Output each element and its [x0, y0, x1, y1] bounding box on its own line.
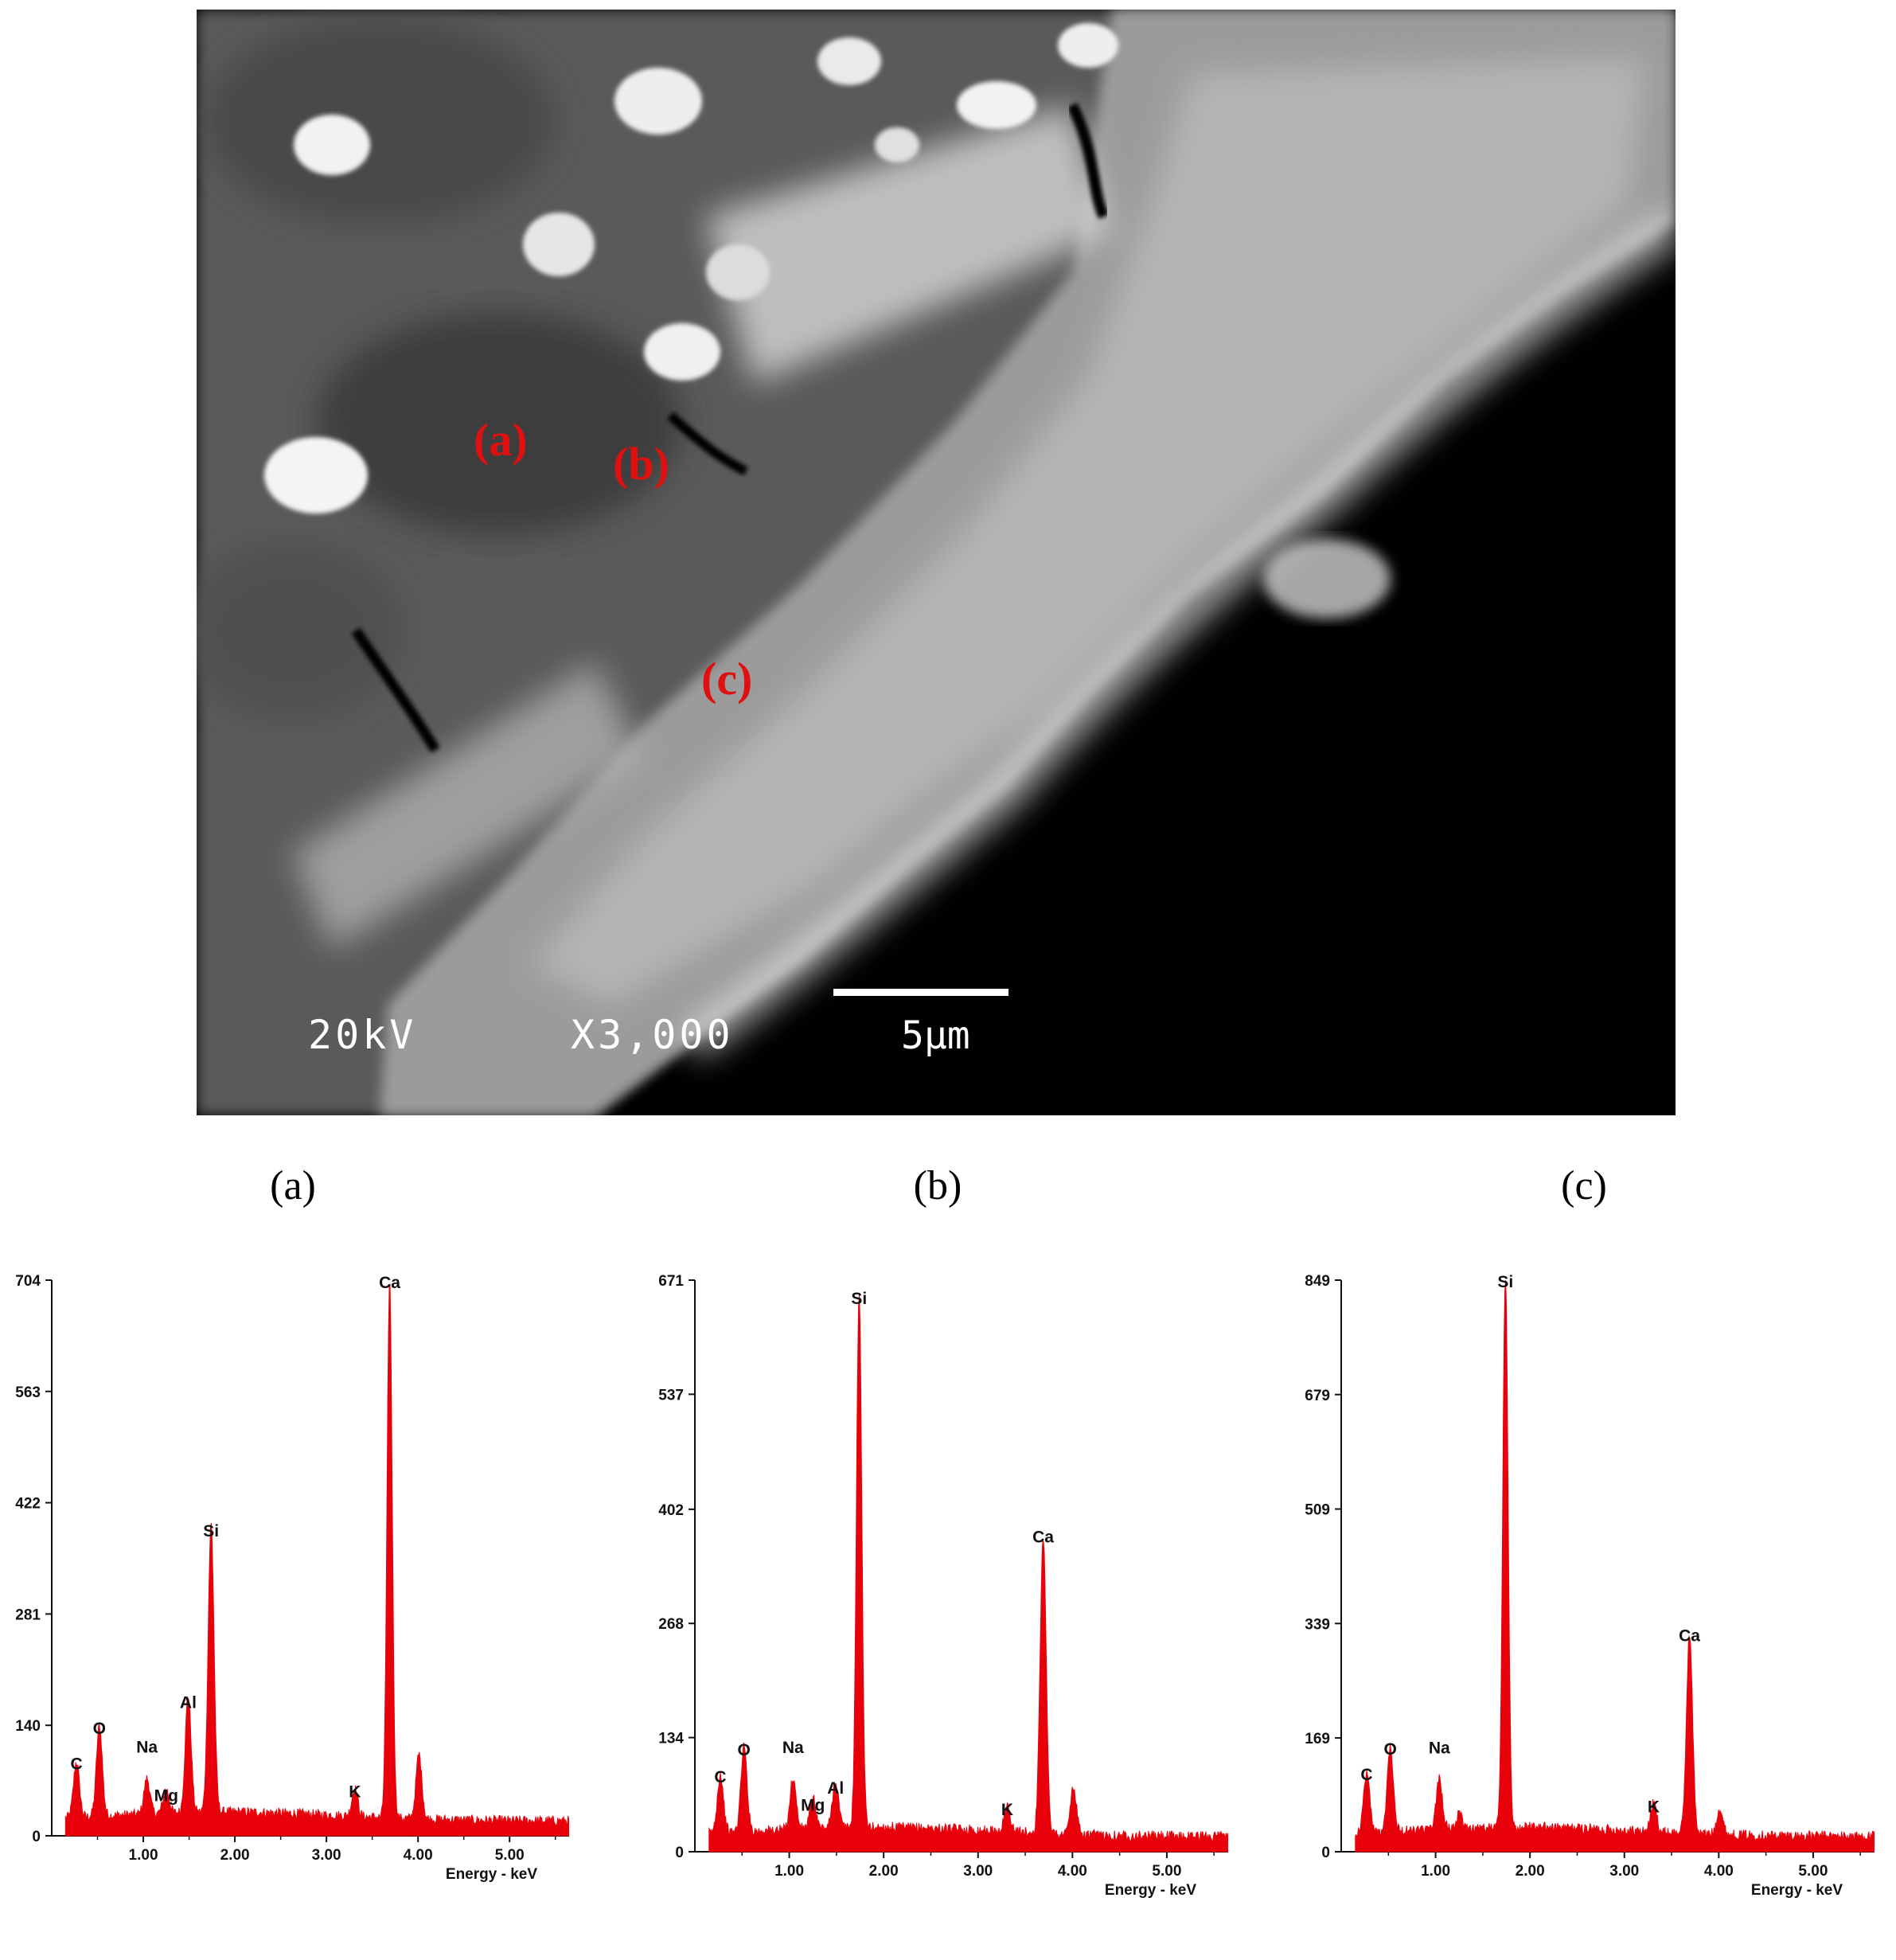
x-axis-label: Energy - keV — [1751, 1882, 1843, 1899]
spectrum-area — [1355, 1279, 1875, 1853]
peak-label-al: Al — [180, 1693, 197, 1712]
x-axis-label: Energy - keV — [1105, 1882, 1196, 1899]
y-tick-label: 0 — [675, 1845, 684, 1861]
micrograph-image: (a) (b) (c) 20kV X3,000 5μm — [197, 10, 1676, 1115]
peak-label-k: K — [349, 1782, 361, 1801]
y-tick-label: 268 — [658, 1616, 684, 1633]
scale-bar — [833, 989, 1008, 996]
region-label-a: (a) — [474, 414, 528, 466]
y-tick-label: 849 — [1305, 1273, 1330, 1290]
peak-label-o: O — [737, 1741, 750, 1759]
peak-label-na: Na — [782, 1739, 804, 1757]
peak-label-o: O — [1383, 1740, 1396, 1759]
x-tick-label: 1.00 — [1421, 1863, 1450, 1880]
y-tick-label: 402 — [658, 1502, 684, 1519]
y-tick-label: 169 — [1305, 1731, 1330, 1747]
peak-label-ca: Ca — [1679, 1627, 1700, 1646]
x-tick-label: 4.00 — [404, 1847, 433, 1864]
peak-label-c: C — [70, 1755, 82, 1774]
region-label-b: (b) — [613, 438, 669, 490]
peak-label-na: Na — [136, 1738, 158, 1756]
peak-label-k: K — [1001, 1801, 1013, 1819]
x-tick-label: 3.00 — [1609, 1863, 1639, 1880]
x-tick-label: 1.00 — [129, 1847, 158, 1864]
peak-label-ca: Ca — [379, 1274, 400, 1292]
y-tick-label: 509 — [1305, 1502, 1330, 1519]
peak-label-c: C — [1360, 1766, 1372, 1784]
spectrum-area — [708, 1294, 1228, 1853]
magnification-label: X3,000 — [571, 1012, 734, 1058]
x-axis-label: Energy - keV — [446, 1866, 537, 1883]
y-tick-label: 671 — [658, 1273, 684, 1290]
peak-label-k: K — [1648, 1798, 1660, 1816]
peak-label-si: Si — [851, 1290, 867, 1308]
y-tick-label: 281 — [15, 1607, 41, 1623]
y-tick-label: 704 — [15, 1273, 41, 1290]
peak-label-al: Al — [827, 1779, 844, 1798]
region-label-c: (c) — [701, 653, 752, 705]
spectrum-area — [64, 1283, 569, 1837]
y-tick-label: 0 — [1321, 1845, 1330, 1861]
x-tick-label: 3.00 — [963, 1863, 993, 1880]
peak-label-si: Si — [203, 1522, 219, 1540]
x-tick-label: 2.00 — [220, 1847, 250, 1864]
y-tick-label: 679 — [1305, 1388, 1330, 1404]
x-tick-label: 5.00 — [1798, 1863, 1828, 1880]
y-tick-label: 537 — [658, 1387, 684, 1404]
panel-letter-c: (c) — [1561, 1163, 1607, 1208]
y-tick-label: 563 — [15, 1384, 41, 1401]
y-tick-label: 422 — [15, 1496, 41, 1513]
eds-spectrum-b: 0 134 268 402 537 671 1.00 2.00 3.00 4.00 5.00 Ener… — [658, 1273, 1228, 1899]
eds-spectrum-c: 0 169 339 509 679 849 1.00 2.00 3.00 4.00 5.00 Ener… — [1305, 1273, 1875, 1899]
peak-label-c: C — [714, 1768, 726, 1786]
peak-label-mg: Mg — [801, 1797, 825, 1815]
panel-letter-b: (b) — [913, 1163, 962, 1208]
scale-bar-label: 5μm — [901, 1013, 970, 1058]
x-tick-label: 5.00 — [495, 1847, 525, 1864]
x-tick-label: 5.00 — [1152, 1863, 1181, 1880]
x-tick-label: 2.00 — [869, 1863, 899, 1880]
peak-label-si: Si — [1497, 1273, 1513, 1291]
x-tick-label: 3.00 — [312, 1847, 341, 1864]
peak-label-ca: Ca — [1032, 1528, 1054, 1546]
voltage-label: 20kV — [308, 1012, 416, 1058]
x-tick-label: 4.00 — [1058, 1863, 1087, 1880]
x-tick-label: 4.00 — [1704, 1863, 1734, 1880]
y-tick-label: 140 — [15, 1718, 41, 1735]
x-tick-label: 2.00 — [1516, 1863, 1545, 1880]
x-tick-label: 1.00 — [774, 1863, 804, 1880]
y-tick-label: 134 — [658, 1731, 684, 1747]
y-tick-label: 339 — [1305, 1616, 1330, 1633]
y-tick-label: 0 — [32, 1829, 41, 1845]
peak-label-na: Na — [1429, 1739, 1450, 1758]
peak-label-mg: Mg — [154, 1786, 178, 1805]
panel-letter-a: (a) — [270, 1163, 316, 1208]
eds-spectrum-a: 0 140 281 422 563 704 1.00 2.00 3.00 4.00 5.00 Ener… — [15, 1273, 569, 1883]
peak-label-o: O — [93, 1720, 106, 1738]
sem-micrograph: (a) (b) (c) 20kV X3,000 5μm — [197, 10, 1676, 1115]
